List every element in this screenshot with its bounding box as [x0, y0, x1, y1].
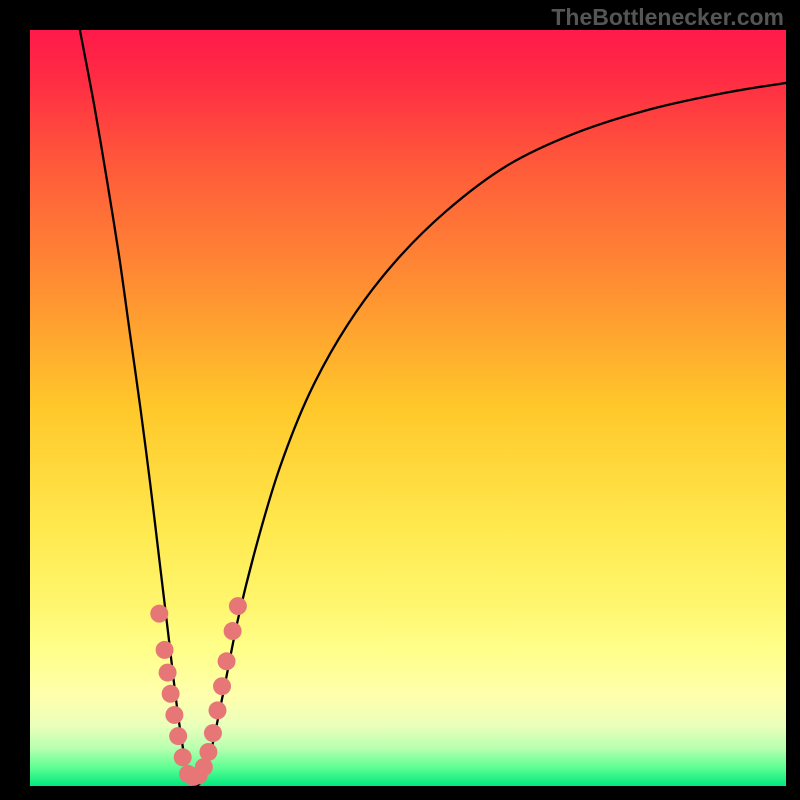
data-marker	[224, 622, 242, 640]
data-marker	[213, 677, 231, 695]
data-marker	[169, 727, 187, 745]
data-marker	[174, 748, 192, 766]
data-marker	[150, 605, 168, 623]
data-marker	[199, 743, 217, 761]
data-marker	[156, 641, 174, 659]
data-marker	[204, 724, 222, 742]
data-marker	[208, 701, 226, 719]
data-marker	[218, 652, 236, 670]
data-marker	[162, 685, 180, 703]
data-marker	[165, 706, 183, 724]
bottleneck-curve-right	[193, 83, 786, 786]
plot-area	[30, 30, 786, 786]
curve-layer	[30, 30, 786, 786]
data-marker	[229, 597, 247, 615]
data-marker	[159, 664, 177, 682]
watermark-text: TheBottlenecker.com	[551, 4, 784, 31]
chart-container: TheBottlenecker.com	[0, 0, 800, 800]
